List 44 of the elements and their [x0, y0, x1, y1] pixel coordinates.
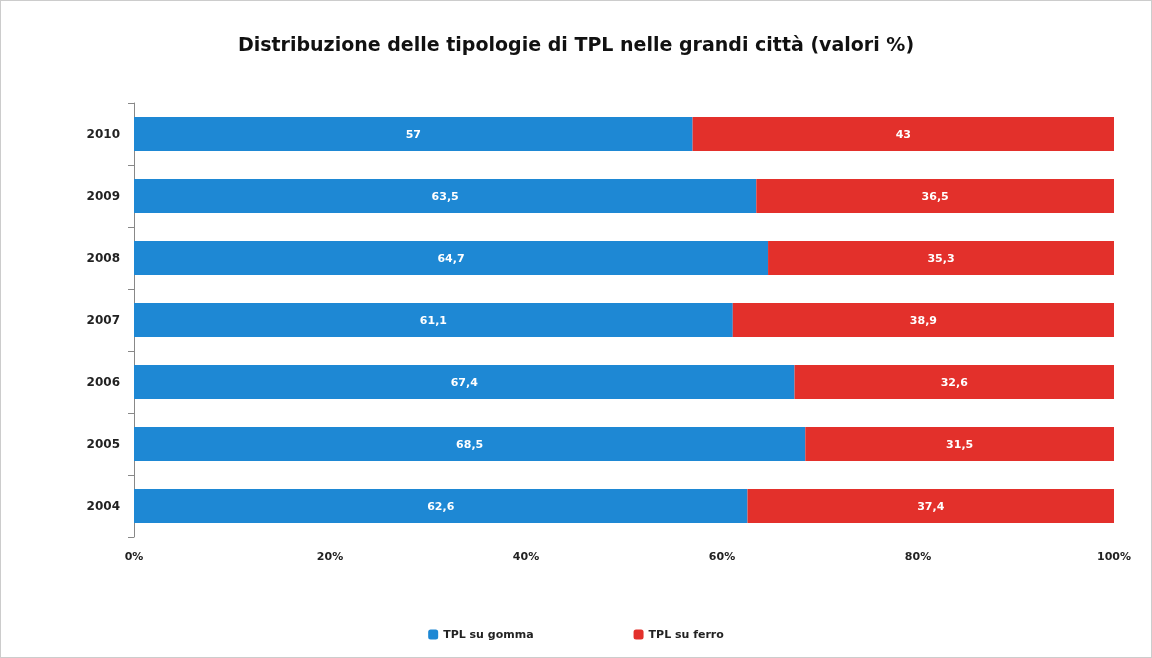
bar — [805, 426, 1114, 462]
y-tick-label: 2006 — [86, 375, 120, 389]
legend-label: TPL su gomma — [443, 628, 534, 641]
data-label: 31,5 — [946, 437, 974, 451]
bar — [134, 302, 733, 338]
y-tick-label: 2004 — [86, 499, 120, 513]
data-label: 64,7 — [437, 251, 465, 265]
data-label: 62,6 — [427, 499, 455, 513]
bar — [732, 302, 1114, 338]
x-tick-label: 80% — [904, 550, 932, 563]
bar — [134, 240, 769, 276]
bar — [134, 426, 806, 462]
y-tick-label: 2005 — [86, 437, 120, 451]
data-label: 35,3 — [927, 251, 955, 265]
bar — [794, 364, 1114, 400]
data-label: 63,5 — [431, 189, 459, 203]
x-tick-label: 100% — [1097, 550, 1131, 563]
legend-label: TPL su ferro — [648, 628, 725, 641]
bar — [134, 178, 757, 214]
data-label: 38,9 — [909, 313, 937, 327]
chart-title: Distribuzione delle tipologie di TPL nelle grandi città (valori %) — [237, 32, 915, 55]
y-tick-label: 2010 — [86, 127, 120, 141]
y-tick-label: 2009 — [86, 189, 120, 203]
bar — [134, 116, 693, 152]
data-label: 43 — [895, 127, 911, 141]
bar — [768, 240, 1114, 276]
bar — [747, 488, 1114, 524]
y-tick-label: 2007 — [86, 313, 120, 327]
bar — [134, 364, 795, 400]
bar — [692, 116, 1114, 152]
data-label: 68,5 — [456, 437, 484, 451]
data-label: 32,6 — [940, 375, 969, 389]
x-tick-label: 60% — [708, 550, 736, 563]
data-label: 57 — [405, 127, 421, 141]
y-tick-label: 2008 — [86, 251, 120, 265]
x-tick-label: 20% — [316, 550, 344, 563]
x-tick-label: 40% — [512, 550, 540, 563]
data-label: 61,1 — [419, 313, 447, 327]
data-label: 36,5 — [921, 189, 949, 203]
data-label: 37,4 — [917, 499, 945, 513]
data-label: 67,4 — [450, 375, 479, 389]
bar — [756, 178, 1114, 214]
x-tick-label: 0% — [124, 550, 144, 563]
bar — [134, 488, 748, 524]
